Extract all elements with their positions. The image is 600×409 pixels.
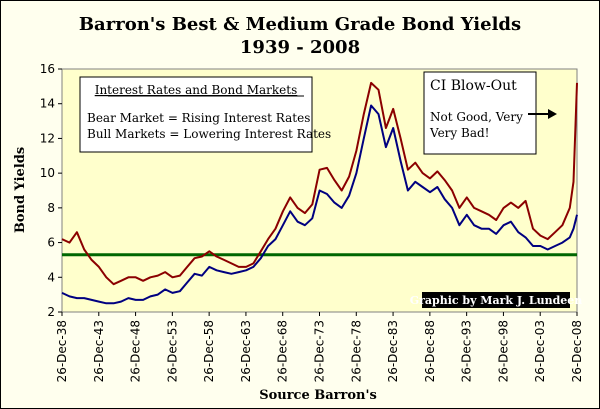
note-box: Interest Rates and Bond Markets Bear Mar… <box>79 76 331 153</box>
chart-title: Barron's Best & Medium Grade Bond Yields <box>79 14 521 35</box>
ci-box-line1: Not Good, Very <box>430 110 523 124</box>
note-box-heading: Interest Rates and Bond Markets <box>95 83 298 97</box>
x-tick-label: 26-Dec-08 <box>570 320 584 382</box>
x-tick-label: 26-Dec-53 <box>165 320 179 382</box>
y-tick-label: 2 <box>47 305 55 319</box>
y-axis: 2 4 6 8 10 12 14 16 <box>40 62 62 319</box>
x-tick-label: 26-Dec-03 <box>533 320 547 382</box>
ci-box-heading: CI Blow-Out <box>430 78 517 94</box>
y-tick-label: 4 <box>47 270 55 284</box>
y-tick-label: 6 <box>47 236 55 250</box>
x-tick-label: 26-Dec-43 <box>92 320 106 382</box>
ci-box: CI Blow-Out Not Good, Very Very Bad! <box>423 71 537 155</box>
credit-label: Graphic by Mark J. Lundeen <box>410 292 583 308</box>
x-axis-title: Source Barron's <box>259 388 377 403</box>
y-tick-label: 16 <box>40 62 55 76</box>
chart-subtitle: 1939 - 2008 <box>240 37 360 58</box>
x-tick-label: 26-Dec-63 <box>239 320 253 382</box>
y-tick-label: 10 <box>40 166 55 180</box>
note-box-bear: Bear Market = Rising Interest Rates <box>87 111 310 125</box>
x-tick-label: 26-Dec-98 <box>496 320 510 382</box>
series-line-best-grade <box>61 104 578 305</box>
x-tick-label: 26-Dec-48 <box>129 320 143 382</box>
ci-box-line2: Very Bad! <box>429 126 489 140</box>
x-tick-label: 26-Dec-88 <box>423 320 437 382</box>
credit-text: Graphic by Mark J. Lundeen <box>410 294 583 307</box>
x-tick-label: 26-Dec-38 <box>55 320 69 382</box>
series-group <box>61 81 578 305</box>
series-line-medium-grade <box>61 81 578 286</box>
y-tick-label: 8 <box>47 201 55 215</box>
x-tick-label: 26-Dec-78 <box>349 320 363 382</box>
y-tick-label: 14 <box>40 97 55 111</box>
note-box-bull: Bull Markets = Lowering Interest Rates <box>87 127 331 141</box>
x-tick-label: 26-Dec-93 <box>460 320 474 382</box>
y-tick-label: 12 <box>40 131 55 145</box>
x-tick-label: 26-Dec-68 <box>276 320 290 382</box>
y-axis-title: Bond Yields <box>13 147 28 233</box>
x-tick-label: 26-Dec-73 <box>313 320 327 382</box>
x-tick-label: 26-Dec-58 <box>202 320 216 382</box>
x-tick-label: 26-Dec-83 <box>386 320 400 382</box>
arrow-icon <box>528 109 557 119</box>
x-axis: 26-Dec-38 26-Dec-43 26-Dec-48 26-Dec-53 26-D… <box>55 312 584 382</box>
